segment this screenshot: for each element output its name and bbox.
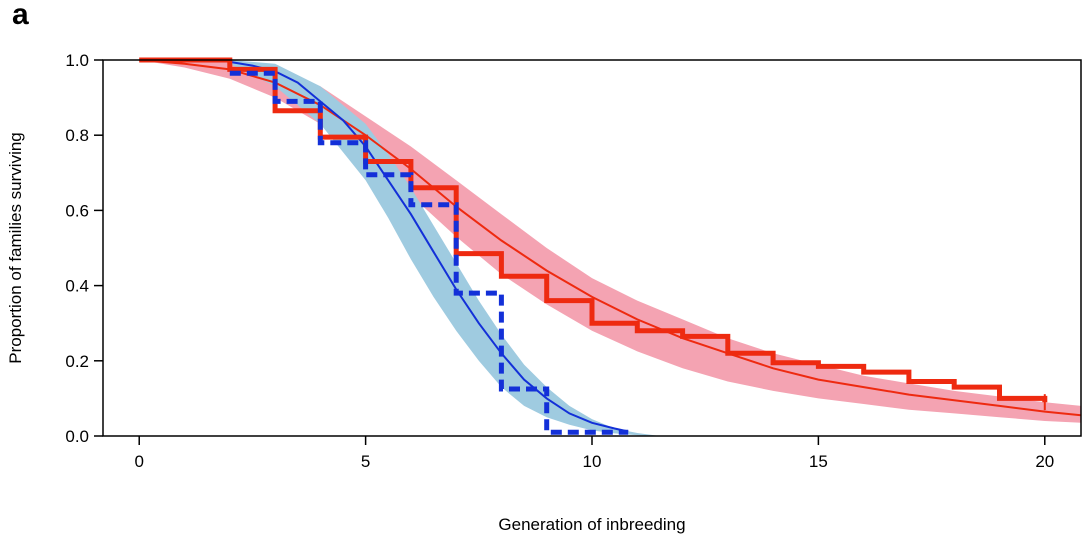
ticks-layer: 0 5 10 15 20 0.0 0.2 0.4 0.6 0.8 1.0 <box>65 51 1054 471</box>
confidence-band-1 <box>229 60 660 436</box>
x-tick-label: 20 <box>1035 452 1054 471</box>
y-tick-label: 0.2 <box>65 352 89 371</box>
x-tick-label: 5 <box>361 452 370 471</box>
fitted-curve-3 <box>229 60 629 433</box>
observed-step-4 <box>139 57 1048 403</box>
panel-label: a <box>12 0 29 31</box>
y-tick-label: 0.0 <box>65 427 89 446</box>
x-tick-label: 0 <box>134 452 143 471</box>
x-tick-label: 10 <box>583 452 602 471</box>
y-tick-label: 1.0 <box>65 51 89 70</box>
y-axis-title: Proportion of families surviving <box>6 132 25 363</box>
fitted-curve-2 <box>139 59 1081 417</box>
y-tick-label: 0.6 <box>65 201 89 220</box>
confidence-band-0 <box>139 60 1081 423</box>
plot-series-group <box>139 57 1081 436</box>
y-tick-label: 0.4 <box>65 277 89 296</box>
x-tick-label: 15 <box>809 452 828 471</box>
plot-layer <box>139 57 1081 436</box>
observed-step-5 <box>229 70 629 435</box>
x-axis-title: Generation of inbreeding <box>498 515 685 534</box>
y-tick-label: 0.8 <box>65 126 89 145</box>
